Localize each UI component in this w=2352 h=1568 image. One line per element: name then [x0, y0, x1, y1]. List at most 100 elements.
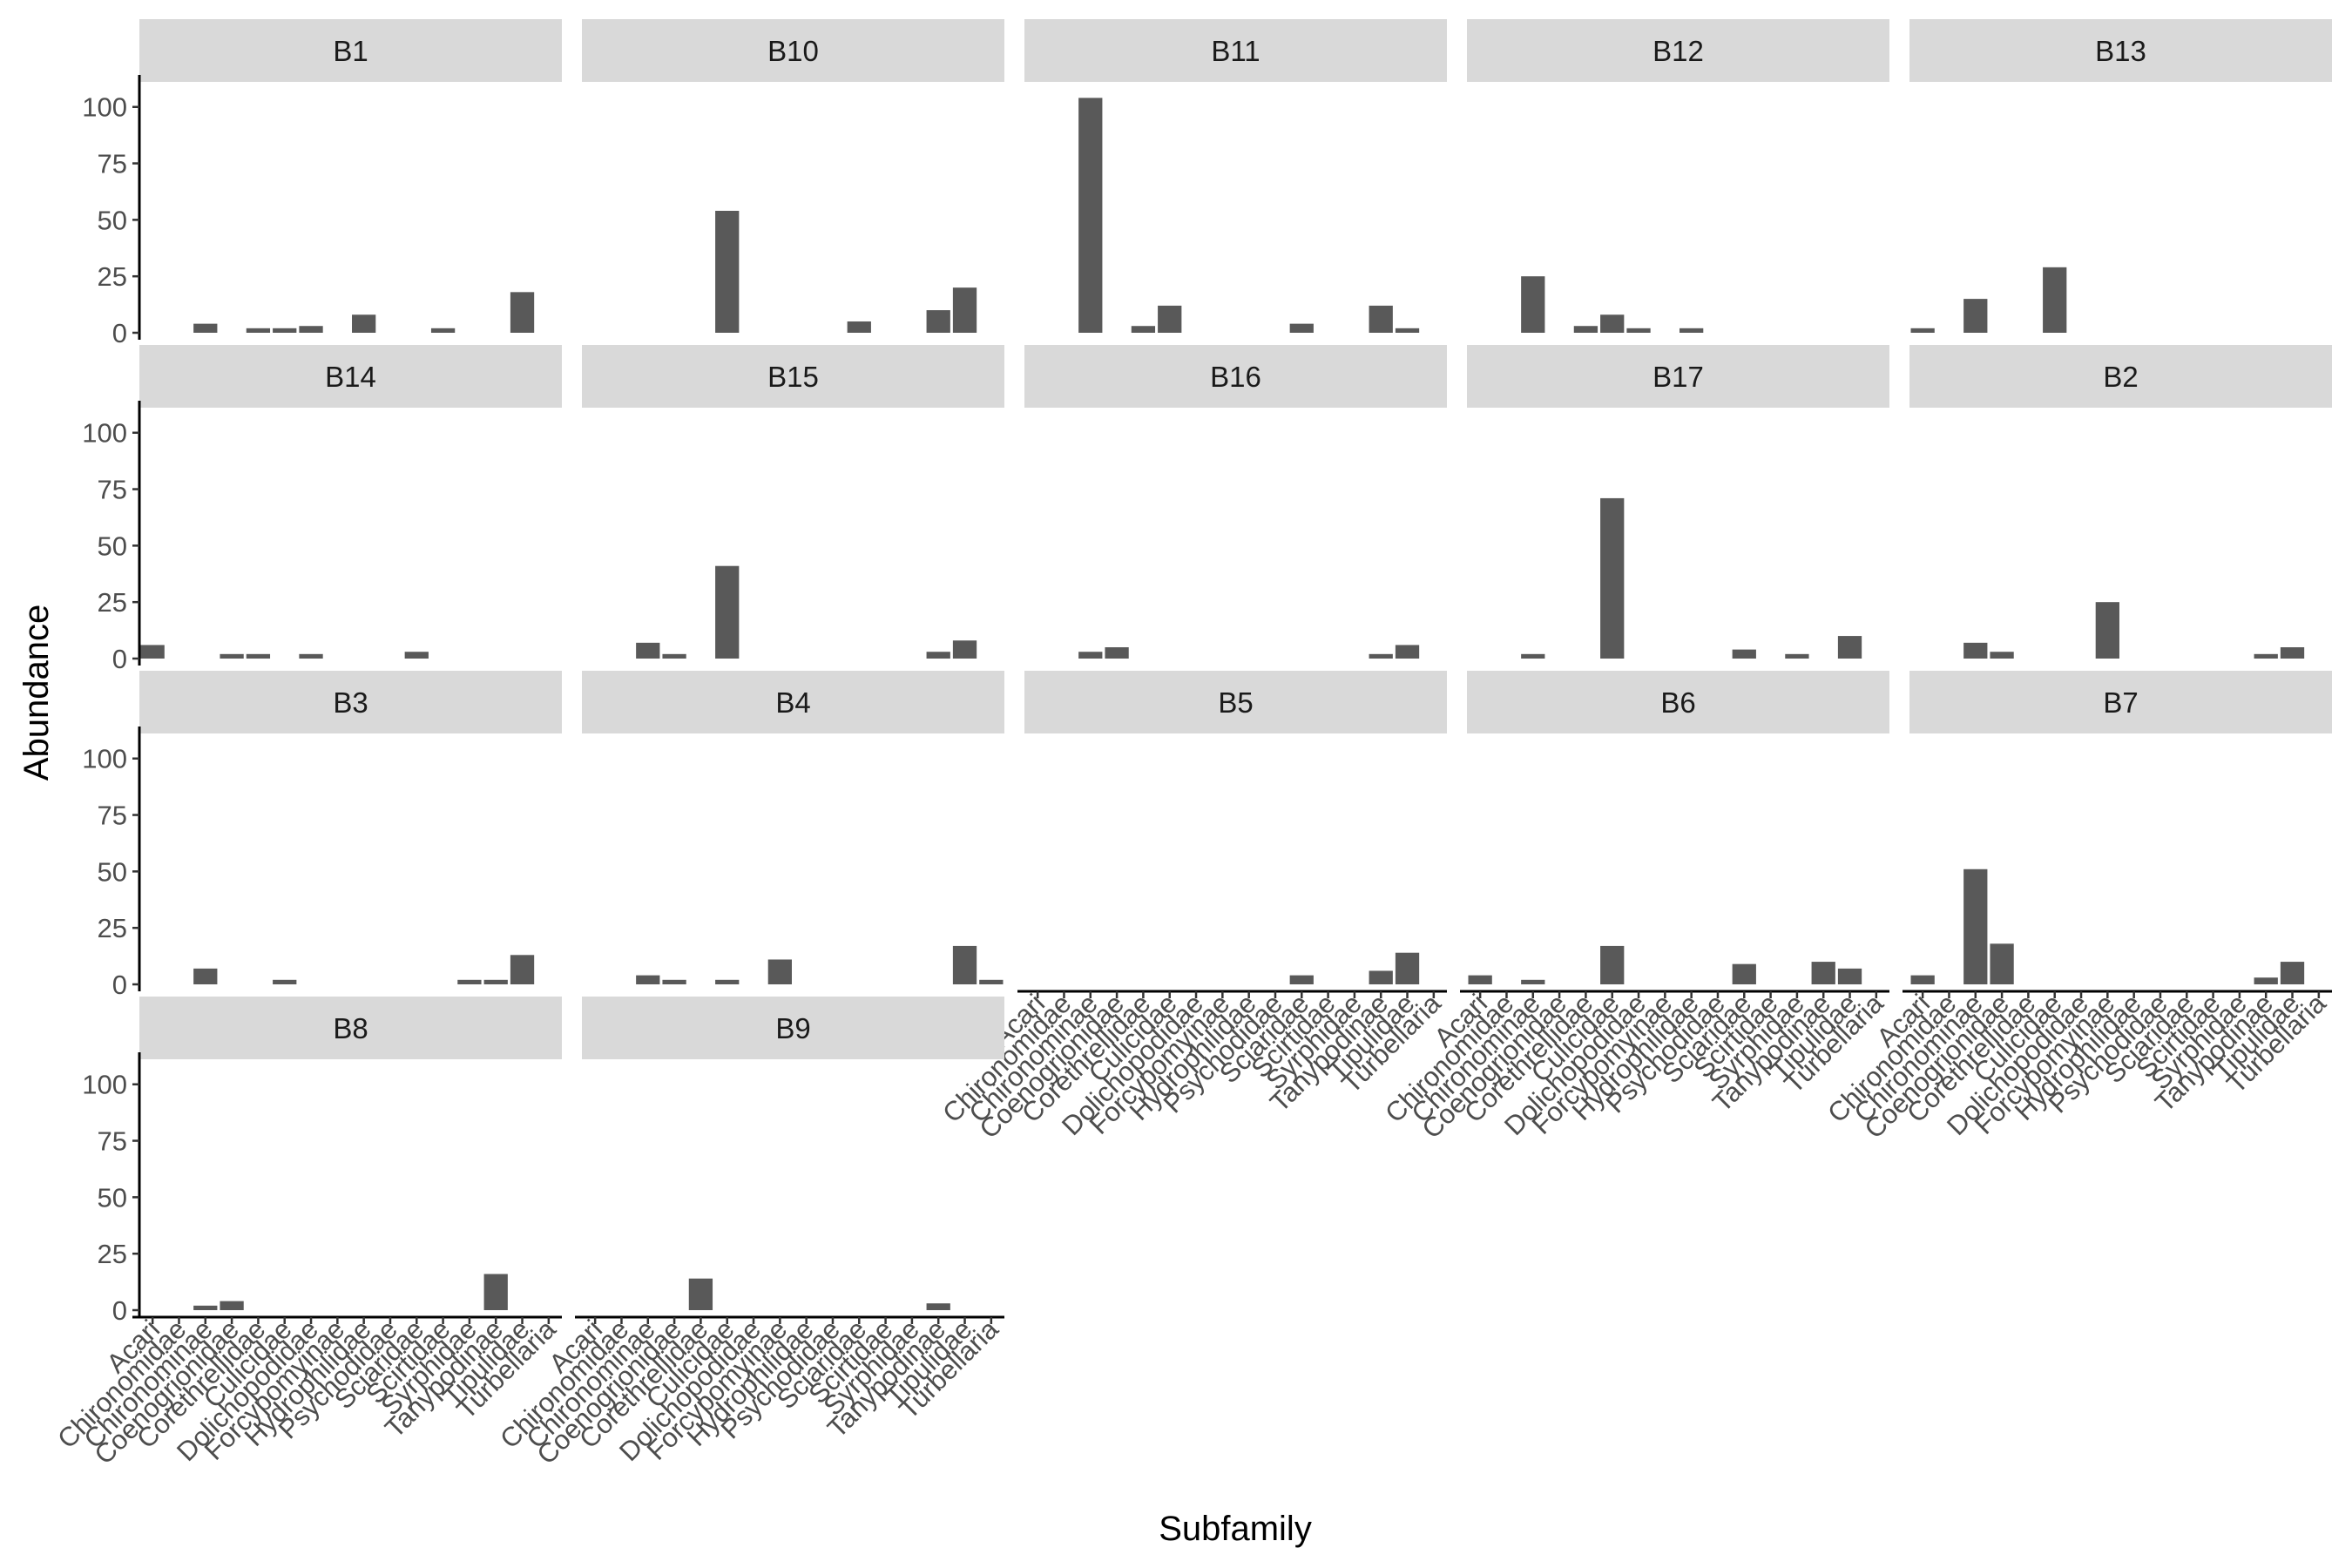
panel-B16: B16	[1024, 345, 1447, 659]
strip-label-B16: B16	[1210, 361, 1261, 393]
strip-label-B14: B14	[325, 361, 376, 393]
bar-B3-chironominae	[193, 968, 218, 984]
bar-B3-syrphidae	[457, 979, 482, 984]
panel-B15: B15	[582, 345, 1004, 659]
bar-B17-tipulidae	[1837, 636, 1862, 659]
bar-B1-scirtidae	[430, 328, 456, 333]
bar-B13-culicidae	[2043, 267, 2067, 333]
bar-B6-chironominae	[1521, 979, 1545, 984]
bar-B5-tanypodinae	[1369, 970, 1393, 984]
panel-B13: B13	[1909, 19, 2332, 333]
strip-B7	[1909, 671, 2332, 733]
bar-B14-corethrellidae	[246, 653, 271, 659]
strip-B6	[1467, 671, 1889, 733]
y-tick-label-B14-100: 100	[82, 418, 127, 449]
bar-B12-dolichopodidae	[1626, 328, 1651, 333]
bar-B17-sciaridae	[1732, 649, 1756, 659]
bar-B11-corethrellidae	[1131, 326, 1156, 333]
bar-B10-tanypodinae	[926, 310, 950, 333]
bar-B15-chironominae	[636, 642, 660, 659]
bar-B1-dolichopodidae	[299, 326, 323, 333]
strip-label-B10: B10	[767, 35, 819, 67]
strip-label-B3: B3	[333, 686, 368, 719]
bar-B10-culicidae	[715, 211, 740, 333]
bar-B2-forcypomyinae	[2095, 602, 2119, 659]
panel-B4: B4	[582, 671, 1004, 984]
bar-B14-sciaridae	[404, 652, 429, 659]
bar-B6-sciaridae	[1732, 963, 1756, 984]
strip-label-B5: B5	[1218, 686, 1253, 719]
bar-B11-chironominae	[1078, 98, 1103, 334]
bar-B4-tipulidae	[952, 945, 977, 984]
panel-B5: B5AcariChironomidaeChironominaeCoenogrio…	[936, 671, 1447, 1145]
panel-B10: B10	[582, 19, 1004, 333]
y-tick-label-B8-50: 50	[98, 1182, 127, 1213]
bar-B10-sciaridae	[847, 321, 871, 333]
bar-B8-tanypodinae	[483, 1274, 508, 1310]
bar-B7-chironominae	[1963, 868, 1988, 984]
bar-B11-culicidae	[1158, 305, 1182, 333]
bar-B11-sciaridae	[1289, 323, 1314, 333]
strip-label-B7: B7	[2103, 686, 2138, 719]
strip-label-B15: B15	[767, 361, 819, 393]
bar-B6-acari	[1468, 975, 1492, 984]
strip-B16	[1024, 345, 1447, 408]
bar-B2-tipulidae	[2280, 647, 2305, 659]
bar-B1-culicidae	[273, 328, 297, 333]
bar-B15-tipulidae	[952, 640, 977, 659]
bar-B7-acari	[1910, 975, 1935, 984]
bar-B11-tipulidae	[1395, 328, 1420, 333]
panel-B12: B12	[1467, 19, 1889, 333]
bar-B1-chironominae	[193, 323, 218, 333]
bar-B3-tanypodinae	[483, 979, 508, 984]
strip-B5	[1024, 671, 1447, 733]
y-tick-label-B14-75: 75	[98, 475, 127, 505]
y-axis-title: Abundance	[17, 605, 56, 781]
bar-B7-tanypodinae	[2254, 977, 2278, 984]
bar-B14-dolichopodidae	[299, 653, 323, 659]
strip-label-B13: B13	[2095, 35, 2146, 67]
panel-B1: B1 0 25 50 75 100	[82, 19, 562, 348]
bar-B12-hydrophilidae	[1680, 328, 1704, 333]
strip-B2	[1909, 345, 2332, 408]
strip-label-B17: B17	[1652, 361, 1704, 393]
y-tick-label-B8-25: 25	[98, 1239, 127, 1269]
bar-B3-culicidae	[273, 979, 297, 984]
bar-B17-culicidae	[1600, 497, 1625, 659]
bar-B16-tipulidae	[1395, 645, 1420, 659]
bar-B5-sciaridae	[1289, 975, 1314, 984]
strip-label-B1: B1	[333, 35, 368, 67]
bar-B12-chironominae	[1521, 276, 1545, 333]
strip-label-B6: B6	[1660, 686, 1695, 719]
strip-label-B4: B4	[775, 686, 810, 719]
bar-B1-tipulidae	[510, 292, 535, 333]
strip-B10	[582, 19, 1004, 82]
panel-B3: B3 0 25 50 75 100	[82, 671, 562, 1000]
bar-B12-culicidae	[1600, 314, 1625, 333]
bar-B17-syrphidae	[1785, 653, 1809, 659]
y-tick-label-B3-100: 100	[82, 744, 127, 774]
strip-B9	[582, 997, 1004, 1059]
strip-B13	[1909, 19, 2332, 82]
strip-label-B11: B11	[1211, 35, 1260, 67]
strip-B11	[1024, 19, 1447, 82]
bar-B8-coenogrionidae	[220, 1301, 244, 1310]
bar-B9-corethrellidae	[688, 1278, 713, 1310]
strip-B8	[139, 997, 562, 1059]
y-tick-label-B8-75: 75	[98, 1126, 127, 1157]
bar-B11-tanypodinae	[1369, 305, 1393, 333]
strip-B12	[1467, 19, 1889, 82]
panel-B2: B2	[1909, 345, 2332, 659]
y-tick-label-B1-0: 0	[112, 318, 127, 348]
y-tick-label-B14-25: 25	[98, 587, 127, 618]
bar-B5-tipulidae	[1395, 952, 1420, 984]
bar-B10-tipulidae	[952, 287, 977, 333]
x-axis-title: Subfamily	[1159, 1510, 1312, 1548]
panel-B6: B6AcariChironomidaeChironominaeCoenogrio…	[1379, 671, 1889, 1145]
bar-B17-chironominae	[1521, 653, 1545, 659]
bar-B12-corethrellidae	[1573, 326, 1598, 333]
bar-B6-tipulidae	[1837, 968, 1862, 984]
bar-B2-chironominae	[1963, 642, 1988, 659]
